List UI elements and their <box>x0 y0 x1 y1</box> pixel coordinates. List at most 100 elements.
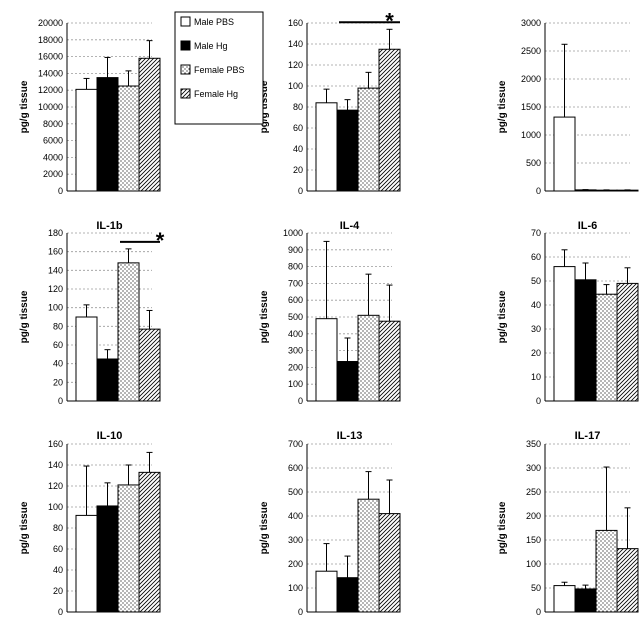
bar-female-hg <box>378 513 401 613</box>
y-tick-label: 500 <box>288 312 303 322</box>
y-tick-label: 0 <box>536 607 541 617</box>
panel-il-17: 0 10 20 30 40 50 60 70 pg/g tissue IL-17 <box>497 228 639 442</box>
y-axis-label: pg/g tissue <box>497 501 508 554</box>
bar-female-pbs <box>357 498 380 613</box>
panel-title: IL-1b <box>96 220 123 232</box>
bar-male-hg <box>336 361 359 402</box>
y-tick-label: 160 <box>288 18 303 28</box>
y-tick-label: 600 <box>288 295 303 305</box>
y-tick-label: 40 <box>531 300 541 310</box>
y-tick-label: 30 <box>531 324 541 334</box>
y-tick-label: 40 <box>293 144 303 154</box>
bar-female-pbs <box>117 262 140 402</box>
panel-il-1b: 0 2000 4000 6000 8000 10000 12000 14000 16000 180… <box>19 18 161 232</box>
y-tick-label: 100 <box>48 502 63 512</box>
y-tick-label: 80 <box>53 523 63 533</box>
y-axis-label: pg/g tissue <box>497 290 508 343</box>
bar-male-hg <box>574 588 597 613</box>
y-tick-label: 250 <box>526 487 541 497</box>
y-tick-label: 300 <box>288 535 303 545</box>
bar-female-pbs <box>595 529 618 613</box>
bar-female-pbs <box>357 87 380 192</box>
y-tick-label: 900 <box>288 245 303 255</box>
y-tick-label: 160 <box>48 247 63 257</box>
y-tick-label: 160 <box>48 439 63 449</box>
panel-title: IL-17 <box>575 430 601 442</box>
y-tick-label: 600 <box>288 463 303 473</box>
bar-female-pbs <box>117 484 140 613</box>
panel-title: IL-13 <box>337 430 363 442</box>
legend-label: Female PBS <box>194 65 245 75</box>
y-tick-label: 200 <box>288 362 303 372</box>
y-tick-label: 140 <box>48 265 63 275</box>
bar-male-hg <box>96 505 119 613</box>
bar-male-hg <box>336 109 359 192</box>
y-tick-label: 150 <box>526 535 541 545</box>
y-axis-label: pg/g tissue <box>259 290 270 343</box>
y-tick-label: 400 <box>288 511 303 521</box>
y-tick-label: 0 <box>536 396 541 406</box>
y-tick-label: 140 <box>48 460 63 470</box>
y-tick-label: 2000 <box>43 169 63 179</box>
bar-female-hg <box>138 471 161 613</box>
panel-title: IL-4 <box>340 220 360 232</box>
y-tick-label: 100 <box>288 81 303 91</box>
bar-male-pbs <box>315 318 338 402</box>
y-tick-label: 2000 <box>521 74 541 84</box>
bar-male-pbs <box>553 116 576 192</box>
bar-female-pbs <box>357 314 380 402</box>
y-tick-label: 4000 <box>43 152 63 162</box>
bar-male-hg <box>574 279 597 402</box>
y-tick-label: 60 <box>531 252 541 262</box>
bar-female-pbs <box>595 293 618 402</box>
significance-star: * <box>385 8 394 33</box>
bar-male-pbs <box>315 570 338 613</box>
legend-swatch <box>180 16 191 27</box>
bar-male-pbs <box>75 514 98 613</box>
y-tick-label: 1500 <box>521 102 541 112</box>
y-tick-label: 100 <box>288 379 303 389</box>
y-tick-label: 100 <box>526 559 541 569</box>
bar-male-hg <box>96 77 119 192</box>
y-tick-label: 400 <box>288 329 303 339</box>
legend-label: Female Hg <box>194 89 238 99</box>
bar-female-hg <box>138 328 161 402</box>
y-tick-label: 0 <box>58 607 63 617</box>
y-axis-label: pg/g tissue <box>497 80 508 133</box>
y-tick-label: 700 <box>288 278 303 288</box>
bar-female-pbs <box>117 85 140 192</box>
bar-male-pbs <box>315 102 338 192</box>
y-tick-label: 140 <box>288 39 303 49</box>
y-tick-label: 0 <box>536 186 541 196</box>
bar-male-hg <box>336 577 359 613</box>
y-tick-label: 0 <box>58 186 63 196</box>
significance-star: * <box>156 228 165 253</box>
bar-female-hg <box>616 548 639 613</box>
y-tick-label: 200 <box>288 559 303 569</box>
y-tick-label: 60 <box>53 340 63 350</box>
y-tick-label: 10 <box>531 372 541 382</box>
y-tick-label: 1000 <box>283 228 303 238</box>
y-tick-label: 50 <box>531 276 541 286</box>
y-tick-label: 60 <box>293 123 303 133</box>
legend-label: Male Hg <box>194 41 228 51</box>
y-tick-label: 80 <box>293 102 303 112</box>
y-axis-label: pg/g tissue <box>19 501 30 554</box>
y-tick-label: 100 <box>288 583 303 593</box>
y-tick-label: 800 <box>288 262 303 272</box>
y-tick-label: 20 <box>531 348 541 358</box>
legend-swatch <box>180 64 191 75</box>
y-tick-label: 350 <box>526 439 541 449</box>
y-tick-label: 500 <box>288 487 303 497</box>
y-tick-label: 80 <box>53 321 63 331</box>
y-tick-label: 40 <box>53 359 63 369</box>
panel-title: IL-6 <box>578 220 598 232</box>
y-tick-label: 70 <box>531 228 541 238</box>
y-tick-label: 700 <box>288 439 303 449</box>
panel-il-4: 0 20 40 60 80 100 120 140 160 pg/g tissue * IL-4 <box>259 8 401 232</box>
y-tick-label: 120 <box>48 284 63 294</box>
